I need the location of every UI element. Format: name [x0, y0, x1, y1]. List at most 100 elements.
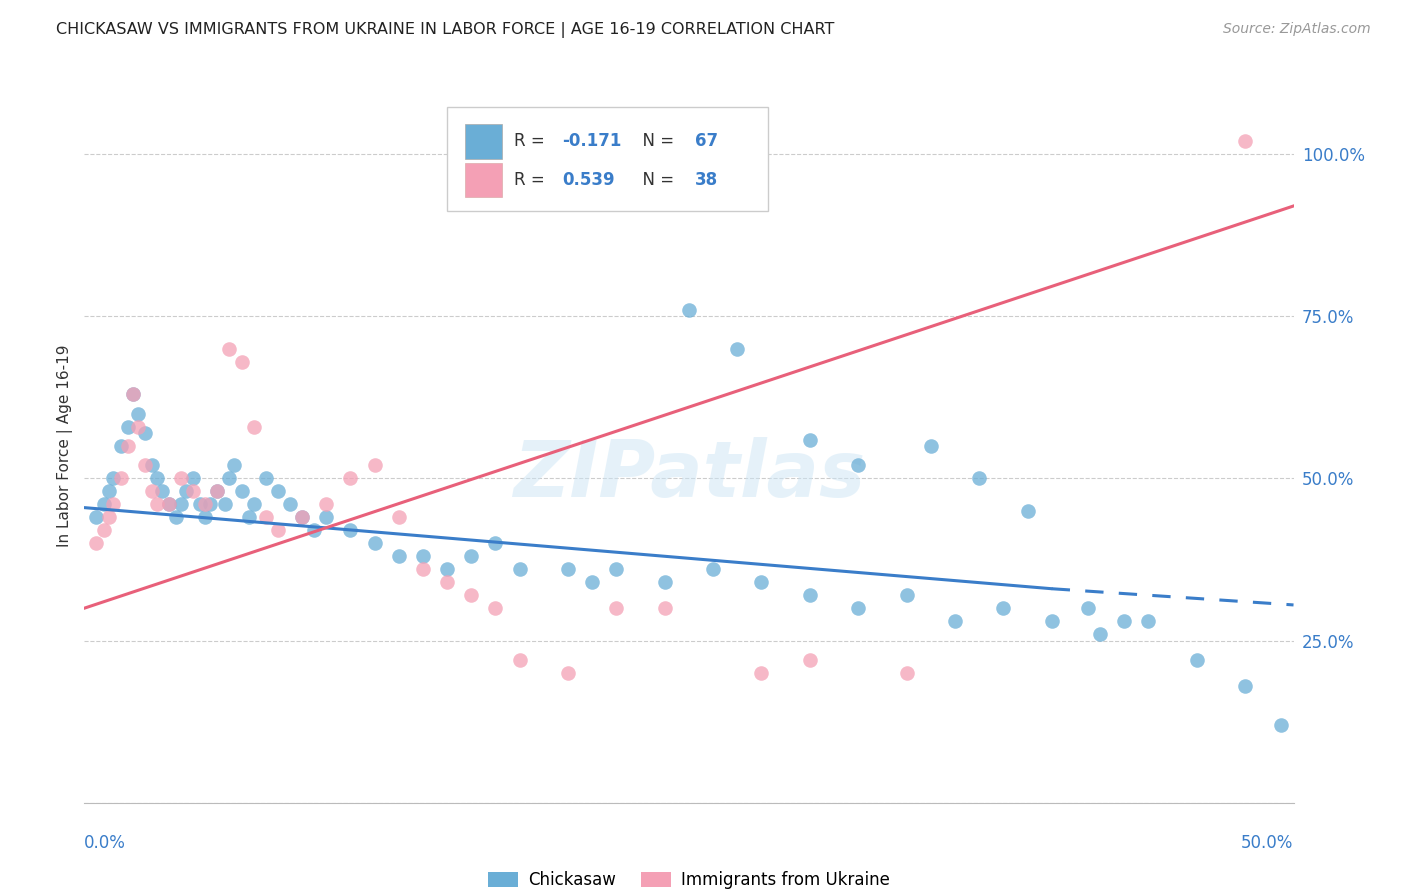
Point [967, 471, 990, 485]
Text: R =: R = [513, 171, 550, 189]
Point [1040, 614, 1063, 628]
Point [117, 419, 139, 434]
Point [194, 510, 217, 524]
Point [157, 497, 180, 511]
Point [190, 497, 212, 511]
Y-axis label: In Labor Force | Age 16-19: In Labor Force | Age 16-19 [58, 344, 73, 548]
Point [174, 484, 197, 499]
Point [231, 354, 253, 368]
Point [605, 601, 627, 615]
FancyBboxPatch shape [465, 163, 502, 197]
Point [315, 497, 337, 511]
Point [654, 601, 676, 615]
Point [198, 497, 221, 511]
Point [97, 484, 120, 499]
Point [86, 536, 108, 550]
Point [1234, 679, 1257, 693]
Point [117, 439, 139, 453]
Point [1185, 653, 1208, 667]
Point [993, 601, 1015, 615]
Point [218, 471, 240, 485]
Point [846, 601, 869, 615]
Point [702, 562, 724, 576]
Point [484, 536, 506, 550]
Point [267, 484, 290, 499]
Point [339, 471, 361, 485]
Point [557, 666, 579, 681]
Point [278, 497, 301, 511]
Point [238, 510, 260, 524]
Text: CHICKASAW VS IMMIGRANTS FROM UKRAINE IN LABOR FORCE | AGE 16-19 CORRELATION CHAR: CHICKASAW VS IMMIGRANTS FROM UKRAINE IN … [56, 22, 835, 38]
Point [242, 419, 264, 434]
Point [605, 562, 627, 576]
Point [267, 524, 290, 538]
Point [315, 510, 337, 524]
Point [1137, 614, 1160, 628]
Point [97, 510, 120, 524]
Legend: Chickasaw, Immigrants from Ukraine: Chickasaw, Immigrants from Ukraine [481, 864, 897, 892]
Point [339, 524, 361, 538]
Point [799, 588, 821, 602]
Point [103, 497, 125, 511]
Point [181, 471, 204, 485]
Point [725, 342, 748, 356]
Point [509, 562, 531, 576]
FancyBboxPatch shape [465, 124, 502, 159]
Point [146, 497, 169, 511]
Point [134, 425, 156, 440]
Point [181, 484, 204, 499]
Point [141, 484, 163, 499]
Point [165, 510, 187, 524]
Point [896, 666, 918, 681]
Point [291, 510, 314, 524]
Point [121, 387, 143, 401]
Point [436, 562, 458, 576]
Text: 38: 38 [695, 171, 718, 189]
Point [388, 549, 411, 564]
Point [896, 588, 918, 602]
Point [150, 484, 173, 499]
Point [207, 484, 229, 499]
Text: Source: ZipAtlas.com: Source: ZipAtlas.com [1223, 22, 1371, 37]
Point [363, 536, 385, 550]
Point [1270, 718, 1292, 732]
Point [127, 407, 149, 421]
Point [141, 458, 163, 473]
Point [654, 575, 676, 590]
Point [678, 302, 700, 317]
Text: N =: N = [633, 171, 679, 189]
Point [363, 458, 385, 473]
Point [751, 575, 773, 590]
Point [484, 601, 506, 615]
Point [1088, 627, 1111, 641]
Point [302, 524, 325, 538]
Point [110, 471, 132, 485]
Point [846, 458, 869, 473]
Point [93, 497, 115, 511]
Point [412, 549, 434, 564]
Point [110, 439, 132, 453]
Point [214, 497, 236, 511]
Point [1077, 601, 1099, 615]
Point [1234, 134, 1257, 148]
Point [86, 510, 108, 524]
Point [1017, 504, 1039, 518]
Point [557, 562, 579, 576]
Point [412, 562, 434, 576]
Point [127, 419, 149, 434]
Point [799, 433, 821, 447]
Point [581, 575, 603, 590]
Point [943, 614, 966, 628]
Point [231, 484, 253, 499]
Point [460, 549, 482, 564]
Point [242, 497, 264, 511]
Text: 50.0%: 50.0% [1241, 834, 1294, 852]
Point [157, 497, 180, 511]
Text: 0.0%: 0.0% [84, 834, 127, 852]
Point [224, 458, 246, 473]
Text: R =: R = [513, 132, 550, 151]
Point [799, 653, 821, 667]
Point [291, 510, 314, 524]
Text: ZIPatlas: ZIPatlas [513, 436, 865, 513]
Point [254, 510, 277, 524]
